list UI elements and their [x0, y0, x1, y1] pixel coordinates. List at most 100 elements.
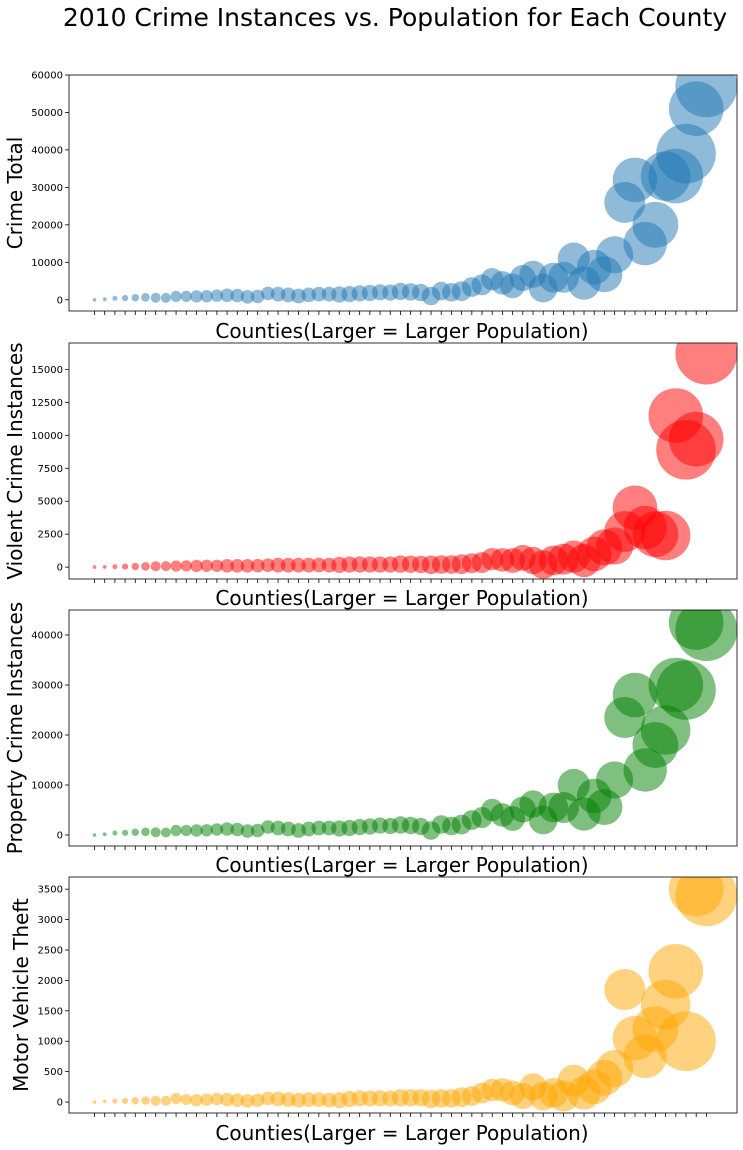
bubble-point: [170, 560, 182, 572]
bubble-point: [632, 201, 679, 248]
bubble-point: [240, 1094, 255, 1108]
bubble-point: [668, 411, 724, 467]
y-tick-label: 5000: [38, 497, 63, 508]
bubble-point: [240, 824, 255, 838]
bubble-point: [122, 1097, 129, 1104]
bubble-point: [112, 830, 118, 836]
bubble-point: [92, 833, 97, 837]
bubble-point: [160, 827, 171, 838]
bubble-point: [131, 294, 139, 302]
bubble-point: [112, 295, 118, 301]
bubble-point: [102, 832, 107, 837]
bubble-point: [160, 292, 171, 303]
bubble-point: [131, 1097, 139, 1105]
y-tick-label: 2500: [38, 945, 63, 956]
bubble-point: [122, 563, 129, 570]
bubble-point: [160, 1095, 171, 1106]
y-tick-label: 3500: [38, 885, 63, 896]
bubble-point: [150, 1095, 161, 1106]
bubble-point: [180, 290, 192, 302]
bubbles: [92, 610, 737, 840]
bubble-point: [200, 1093, 213, 1106]
bubble-point: [675, 877, 737, 927]
bubble-point: [170, 290, 182, 302]
y-tick-label: 10000: [31, 431, 63, 442]
bubble-point: [656, 123, 716, 184]
y-tick-label: 3000: [38, 915, 63, 926]
y-tick-label: 10000: [31, 258, 63, 269]
y-tick-label: 1500: [38, 1006, 63, 1017]
bubble-point: [675, 343, 737, 385]
y-tick-label: 0: [57, 563, 63, 574]
bubble-point: [190, 290, 203, 303]
x-axis-label: Counties(Larger = Larger Population): [215, 853, 588, 877]
bubble-point: [150, 561, 161, 572]
y-tick-label: 40000: [31, 145, 63, 156]
y-tick-label: 60000: [31, 71, 63, 82]
bubble-point: [220, 822, 234, 836]
bubble-point: [190, 559, 203, 573]
y-axis-label: Crime Total: [3, 137, 27, 250]
y-axis-label: Property Crime Instances: [3, 602, 27, 854]
bubble-point: [656, 660, 716, 720]
bubble-point: [102, 297, 107, 302]
bubble-point: [150, 827, 161, 838]
bubble-point: [180, 1094, 192, 1106]
figure-title: 2010 Crime Instances vs. Population for …: [63, 3, 727, 32]
axes-frame: [68, 74, 738, 312]
axes-frame: [68, 876, 738, 1114]
bubble-point: [220, 1092, 234, 1107]
bubble-point: [230, 1093, 245, 1107]
bubble-point: [230, 559, 245, 573]
bubble-point: [200, 824, 213, 837]
y-tick-label: 20000: [31, 731, 63, 742]
bubble-point: [604, 969, 646, 1010]
bubble-point: [210, 1092, 224, 1106]
y-tick-label: 20000: [31, 220, 63, 231]
bubble-point: [270, 557, 286, 573]
y-tick-label: 2000: [38, 976, 63, 987]
bubble-point: [612, 672, 658, 718]
y-tick-label: 0: [57, 295, 63, 306]
bubble-point: [170, 824, 182, 837]
bubble-point: [112, 564, 118, 570]
y-tick-label: 7500: [38, 464, 63, 475]
y-tick-label: 0: [57, 1098, 63, 1109]
bubble-point: [170, 1092, 182, 1104]
y-tick-label: 0: [57, 831, 63, 842]
y-tick-label: 2500: [38, 530, 63, 541]
bubble-point: [92, 1100, 97, 1104]
bubble-point: [220, 559, 234, 573]
bubble-point: [190, 1094, 203, 1107]
bubble-point: [656, 1011, 716, 1071]
bubble-point: [200, 559, 213, 572]
y-tick-label: 40000: [31, 631, 63, 642]
axes-frame: [68, 609, 738, 847]
bubbles: [92, 343, 737, 579]
bubble-point: [200, 290, 213, 303]
chart-panel-3: 0 10000 20000 30000 40000 Property Crime Inst…: [3, 602, 738, 877]
bubble-point: [240, 290, 255, 304]
bubble-point: [112, 1098, 118, 1104]
bubble-point: [141, 827, 150, 837]
bubble-point: [301, 1092, 317, 1107]
bubble-point: [180, 560, 192, 572]
y-axis-label: Motor Vehicle Theft: [9, 898, 33, 1092]
bubble-point: [240, 559, 255, 573]
bubble-point: [190, 824, 203, 837]
bubble-point: [122, 295, 129, 302]
bubble-point: [220, 288, 234, 303]
bubble-point: [648, 944, 704, 999]
bubble-point: [150, 292, 161, 303]
bubble-point: [311, 820, 327, 836]
bubbles: [92, 877, 737, 1112]
y-axis-label: Violent Crime Instances: [3, 342, 27, 579]
y-tick-label: 30000: [31, 681, 63, 692]
y-tick-label: 500: [44, 1067, 63, 1078]
bubble-point: [675, 75, 737, 118]
bubble-point: [261, 558, 275, 572]
bubble-point: [122, 829, 129, 836]
x-axis-label: Counties(Larger = Larger Population): [215, 319, 588, 343]
